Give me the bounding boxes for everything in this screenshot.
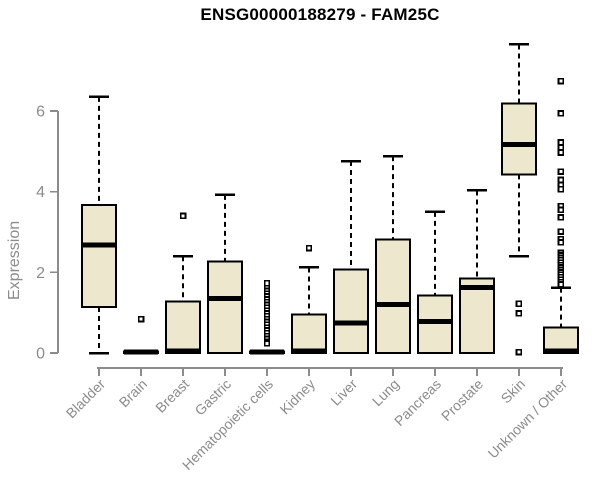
box-liver — [333, 268, 369, 354]
y-tick-label: 0 — [36, 346, 45, 363]
box-prostate — [459, 277, 495, 354]
x-tick-label: Brain — [116, 376, 150, 410]
x-tick-label: Lung — [369, 376, 402, 409]
outlier-point — [515, 348, 523, 356]
x-tick-label: Bladder — [63, 376, 109, 422]
outlier-point — [515, 300, 523, 308]
outlier-point — [557, 149, 565, 156]
outlier-point — [557, 214, 565, 221]
outlier-point — [557, 206, 565, 214]
outlier-point — [557, 185, 565, 193]
y-tick-label: 2 — [36, 265, 45, 282]
outlier-point — [557, 228, 565, 235]
x-tick-label: Liver — [327, 376, 360, 409]
x-tick-label: Kidney — [277, 376, 319, 418]
box-pancreas — [417, 294, 453, 355]
x-tick-label: Prostate — [438, 376, 486, 424]
outlier-point — [179, 212, 187, 220]
x-tick-label: Skin — [498, 376, 529, 407]
outlier-point — [263, 340, 271, 347]
outlier-point — [305, 244, 313, 252]
y-tick-label: 4 — [36, 184, 45, 201]
box-gastric — [207, 260, 243, 354]
outlier-point — [263, 279, 271, 287]
outlier-point — [557, 144, 565, 151]
y-tick-label: 6 — [36, 104, 45, 121]
box-kidney — [291, 313, 327, 355]
x-tick-label: Breast — [152, 376, 192, 416]
outlier-point — [515, 310, 523, 317]
box-breast — [165, 300, 201, 354]
outlier-point — [557, 281, 565, 288]
box-lung — [375, 238, 411, 354]
outlier-point — [557, 110, 565, 117]
outlier-point — [557, 77, 565, 85]
outlier-point — [557, 168, 565, 175]
chart-title: ENSG00000188279 - FAM25C — [200, 5, 440, 24]
outlier-point — [137, 315, 145, 323]
outlier-point — [557, 239, 565, 246]
box-skin — [501, 102, 537, 176]
x-tick-label: Unknown / Other — [485, 376, 571, 462]
box-bladder — [81, 203, 117, 309]
x-tick-label: Pancreas — [391, 376, 444, 429]
